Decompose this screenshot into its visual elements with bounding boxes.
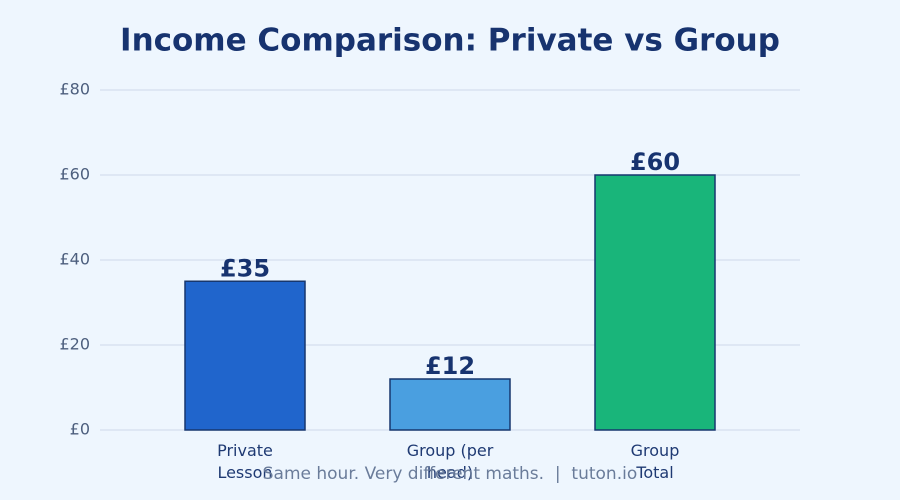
bar — [594, 174, 716, 431]
value-label: £35 — [220, 254, 270, 282]
value-label: £60 — [630, 148, 680, 176]
bar — [389, 378, 511, 431]
y-tick-label: £40 — [59, 250, 90, 269]
y-tick-label: £20 — [59, 335, 90, 354]
y-tick-label: £60 — [59, 165, 90, 184]
value-label: £12 — [425, 352, 475, 380]
x-tick-label: Group Total — [630, 441, 680, 482]
y-tick-label: £80 — [59, 80, 90, 99]
chart-title: Income Comparison: Private vs Group — [120, 23, 780, 59]
bar — [184, 280, 306, 431]
y-tick-label: £0 — [70, 420, 90, 439]
footnote: Same hour. Very different maths. | tuton… — [262, 464, 638, 484]
x-tick-label: Private Lesson — [217, 441, 273, 482]
x-tick-label: Group (per head) — [406, 441, 494, 482]
